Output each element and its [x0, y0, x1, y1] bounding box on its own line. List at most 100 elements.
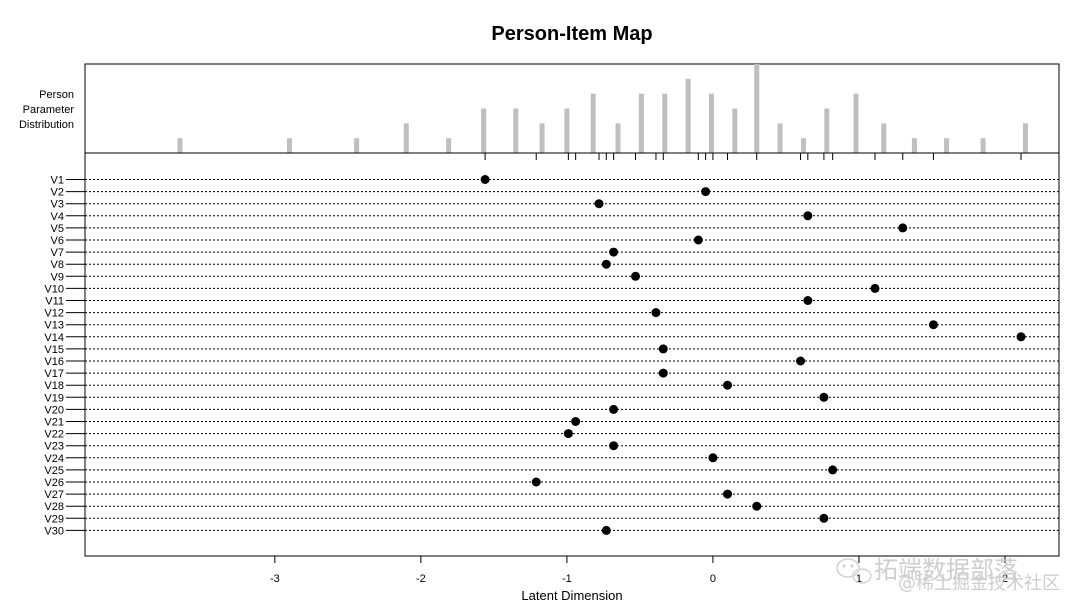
item-difficulty-point: [870, 283, 880, 293]
item-difficulty-point: [693, 235, 703, 245]
item-label: V8: [51, 259, 64, 271]
person-bar: [944, 138, 950, 153]
item-difficulty-point: [651, 308, 661, 318]
x-tick-label: 0: [710, 573, 716, 585]
person-bar: [446, 138, 452, 153]
item-difficulty-point: [531, 477, 541, 487]
person-distribution-bars: [177, 64, 1028, 153]
person-bar: [286, 138, 292, 153]
item-difficulty-point: [803, 296, 813, 305]
item-label: V14: [44, 332, 64, 344]
item-label: V30: [44, 525, 64, 537]
person-bar: [708, 93, 714, 153]
item-difficulty-point: [480, 175, 490, 184]
item-difficulty-point: [594, 199, 604, 209]
item-difficulty-point: [819, 513, 829, 523]
item-label: V4: [51, 211, 64, 223]
item-difficulty-point: [819, 392, 829, 402]
person-bar: [777, 123, 783, 153]
threshold-ticks: [484, 153, 1022, 160]
person-bar: [1022, 123, 1028, 153]
chart-title: Person-Item Map: [491, 23, 652, 45]
x-tick-label: -2: [416, 573, 426, 585]
person-panel-label-line1: Person: [39, 89, 74, 101]
watermark: 拓端数据部落 @稀土掘金技术社区: [836, 556, 1060, 594]
item-difficulty-point: [803, 211, 813, 221]
item-label: V11: [45, 296, 64, 308]
item-label: V26: [44, 477, 64, 489]
item-difficulty-point: [609, 404, 619, 414]
item-label: V25: [44, 465, 64, 477]
x-tick-label: -1: [562, 573, 572, 585]
item-difficulty-point: [658, 344, 668, 354]
item-label: V7: [51, 247, 64, 259]
item-label: V17: [44, 368, 64, 380]
item-label: V6: [51, 235, 64, 247]
person-panel-label-line2: Parameter: [23, 104, 75, 116]
item-label: V21: [44, 417, 64, 429]
person-bar: [754, 64, 760, 153]
person-bar: [354, 138, 360, 153]
x-tick-label: 2: [1002, 573, 1008, 585]
x-tick-label: -3: [270, 573, 280, 585]
item-difficulty-point: [601, 259, 611, 269]
item-difficulty-point: [571, 417, 581, 426]
item-label: V2: [51, 187, 64, 199]
person-bar: [881, 123, 887, 153]
item-difficulty-point: [723, 489, 733, 499]
item-difficulty-point: [601, 525, 611, 535]
person-bar: [177, 138, 183, 153]
item-label: V19: [44, 392, 64, 404]
person-bar: [615, 123, 621, 153]
person-bar: [911, 138, 917, 153]
item-label: V13: [44, 320, 64, 332]
item-difficulty-point: [708, 453, 718, 463]
item-difficulty-point: [1016, 332, 1026, 342]
person-bar: [662, 93, 668, 153]
item-label: V23: [44, 441, 64, 453]
item-difficulty-point: [701, 187, 711, 197]
item-difficulty-point: [723, 380, 733, 390]
item-label: V24: [44, 453, 64, 465]
item-difficulty-point: [828, 465, 838, 475]
item-label: V18: [44, 380, 64, 392]
person-bar: [853, 93, 859, 153]
item-label: V29: [44, 513, 64, 525]
item-difficulty-point: [796, 356, 806, 366]
person-bar: [481, 108, 487, 153]
person-bar: [638, 93, 644, 153]
wechat-icon: [836, 558, 872, 584]
item-label: V5: [51, 223, 64, 235]
item-label: V22: [44, 429, 64, 441]
item-label: V12: [44, 308, 64, 320]
item-difficulty-point: [928, 320, 938, 330]
person-bar: [685, 78, 691, 153]
item-difficulty-point: [658, 368, 668, 378]
person-panel-label-line3: Distribution: [19, 119, 74, 131]
person-bar: [539, 123, 545, 153]
x-tick-label: 1: [856, 573, 862, 585]
item-rows: V1V2V3V4V5V6V7V8V9V10V11V12V13V14V15V16V…: [44, 175, 1059, 537]
item-difficulty-point: [609, 247, 619, 257]
watermark-line1: 拓端数据部落: [874, 556, 1018, 584]
item-label: V15: [44, 344, 64, 356]
person-bar: [590, 93, 596, 153]
item-difficulty-point: [563, 429, 573, 439]
item-label: V16: [44, 356, 64, 368]
person-bar: [824, 108, 830, 153]
person-bar: [980, 138, 986, 153]
item-label: V1: [51, 175, 64, 187]
person-bar: [564, 108, 570, 153]
person-bar: [513, 108, 519, 153]
x-axis-title: Latent Dimension: [521, 588, 622, 603]
item-label: V3: [51, 199, 64, 211]
item-label: V27: [44, 489, 64, 501]
item-label: V10: [44, 283, 64, 295]
item-map-panel: [84, 152, 1060, 557]
person-bar: [403, 123, 409, 153]
x-axis: -3 -2 -1 0 1 2: [270, 556, 1008, 585]
watermark-line2: @稀土掘金技术社区: [898, 573, 1060, 594]
person-bar: [732, 108, 738, 153]
item-label: V9: [51, 271, 64, 283]
